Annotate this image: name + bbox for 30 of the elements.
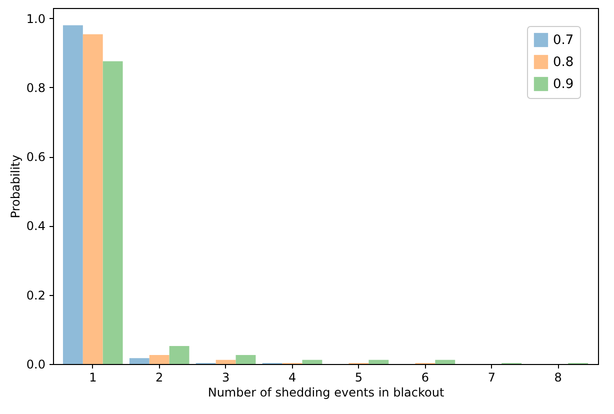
legend-label: 0.9 <box>553 77 574 92</box>
x-tick-label: 5 <box>354 370 363 384</box>
bar <box>82 34 103 364</box>
y-axis-title: Probability <box>8 154 22 218</box>
x-tick-label: 1 <box>89 370 97 384</box>
bar <box>129 358 150 364</box>
y-tick-label: 0.4 <box>26 219 46 234</box>
legend-label: 0.7 <box>553 33 574 48</box>
y-tick-label: 0.2 <box>26 288 46 302</box>
y-tick-label: 1.0 <box>26 12 46 26</box>
x-tick-label: 7 <box>488 370 496 384</box>
x-tick-label: 3 <box>222 370 230 384</box>
x-axis-title: Number of shedding events in blackout <box>208 386 444 400</box>
bar <box>216 360 236 364</box>
y-tick-label: 0.0 <box>26 358 46 372</box>
bar <box>62 25 83 364</box>
x-tick-label: 4 <box>288 370 296 384</box>
legend-label: 0.8 <box>553 55 574 70</box>
bar <box>302 360 322 364</box>
x-tick-label: 2 <box>156 370 164 384</box>
bar <box>236 355 256 364</box>
bar <box>102 61 123 364</box>
bar <box>149 355 170 364</box>
x-tick-label: 8 <box>554 370 562 384</box>
x-tick-label: 6 <box>421 370 430 384</box>
bar <box>169 346 190 364</box>
y-tick-label: 0.6 <box>26 150 46 164</box>
bar <box>435 360 456 364</box>
y-tick-label: 0.8 <box>26 80 46 95</box>
bar <box>368 360 389 364</box>
